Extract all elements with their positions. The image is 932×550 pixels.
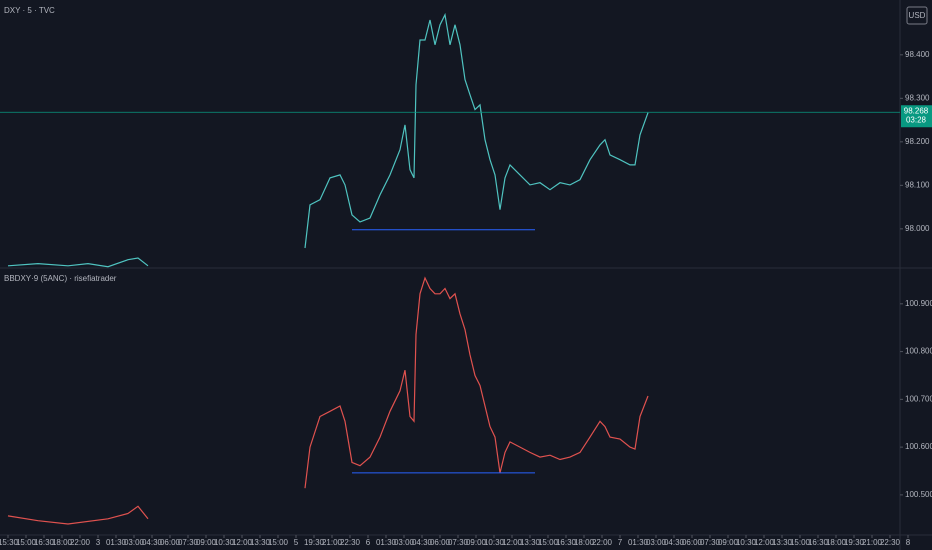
x-tick-label: 10:30 [484,538,505,547]
y-tick-label: 98.300 [905,93,930,102]
x-tick-label: 10:30 [736,538,757,547]
y-tick-label: 98.100 [905,180,930,189]
x-tick-label: 01:30 [628,538,649,547]
last-price-label: 98.268 [904,106,929,115]
x-tick-label: 13:30 [250,538,271,547]
x-tick-label: 22:00 [70,538,91,547]
y-tick-label: 98.200 [905,137,930,146]
x-tick-label: 03:00 [124,538,145,547]
x-tick-label: 16:30 [34,538,55,547]
x-tick-label: 03:00 [646,538,667,547]
y-tick-label: 100.500000 [905,490,932,499]
x-tick-label: 21:00 [862,538,883,547]
x-tick-label: 12:00 [232,538,253,547]
x-tick-label: 19:30 [844,538,865,547]
x-tick-label: 21:00 [322,538,343,547]
x-tick-label: 07:30 [448,538,469,547]
x-tick-label: 18:00 [574,538,595,547]
x-tick-label: 15:00 [538,538,559,547]
x-tick-label: 19:30 [304,538,325,547]
x-tick-label: 12:00 [502,538,523,547]
x-tick-label: 15:00 [268,538,289,547]
x-tick-label: 07:30 [700,538,721,547]
last-price-box [901,105,932,128]
x-tick-label: 3 [96,538,101,547]
y-tick-label: 100.700000 [905,394,932,403]
y-tick-label: 100.800000 [905,347,932,356]
x-tick-label: 8 [906,538,911,547]
x-tick-label: 13:30 [520,538,541,547]
price-line [7,12,649,268]
x-tick-label: 15:00 [790,538,811,547]
x-tick-label: 16:30 [556,538,577,547]
x-tick-label: 22:00 [592,538,613,547]
x-tick-label: 13:30 [772,538,793,547]
x-tick-label: 12:00 [754,538,775,547]
x-tick-label: 15:00 [16,538,37,547]
x-tick-label: 04:30 [664,538,685,547]
x-tick-label: 09:00 [196,538,217,547]
x-tick-label: 06:00 [430,538,451,547]
x-tick-label: 22:30 [880,538,901,547]
x-tick-label: 22:30 [340,538,361,547]
x-tick-label: 15:30 [0,538,19,547]
x-tick-label: 18:00 [826,538,847,547]
x-tick-label: 10:30 [214,538,235,547]
x-tick-label: 06:00 [160,538,181,547]
x-tick-label: 7 [618,538,623,547]
indicator-title: BBDXY·9 (5ANC) · risefiatrader [4,274,117,283]
y-tick-label: 100.900000 [905,299,932,308]
x-tick-label: 18:00 [52,538,73,547]
y-tick-label: 98.400 [905,50,930,59]
x-tick-label: 5 [294,538,299,547]
currency[interactable]: USD [909,11,926,20]
x-tick-label: 04:30 [412,538,433,547]
x-tick-label: 06:00 [682,538,703,547]
x-tick-label: 07:30 [178,538,199,547]
x-tick-label: 04:30 [142,538,163,547]
y-tick-label: 98.000 [905,224,930,233]
x-tick-label: 6 [366,538,371,547]
y-tick-label: 100.600000 [905,442,932,451]
currency-box[interactable] [906,6,928,25]
x-tick-label: 01:30 [376,538,397,547]
x-tick-label: 09:00 [718,538,739,547]
x-tick-label: 09:00 [466,538,487,547]
symbol-title: DXY · 5 · TVC [4,6,55,15]
x-tick-label: 01:30 [106,538,127,547]
countdown: 03:28 [906,115,927,124]
price-line [7,276,649,525]
x-tick-label: 16:30 [808,538,829,547]
x-tick-label: 03:00 [394,538,415,547]
